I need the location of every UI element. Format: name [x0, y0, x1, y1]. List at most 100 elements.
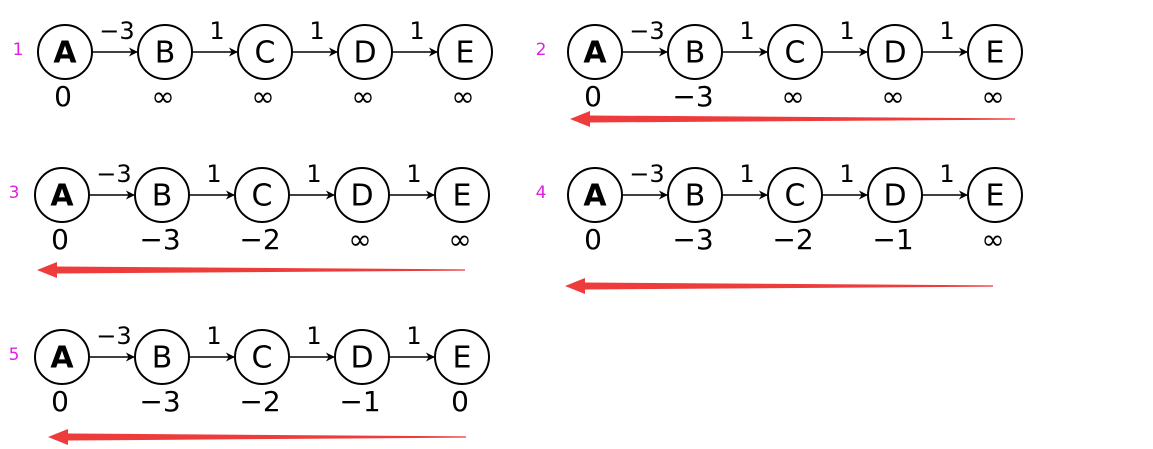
edge-weight: −3 — [96, 160, 131, 188]
step-panel-1: 1 −3 1 1 1 A 0 B ∞ C ∞ D ∞ E ∞ — [13, 17, 493, 113]
node-label-D: D — [353, 36, 376, 71]
node-B — [134, 167, 190, 223]
node-label-B: B — [685, 36, 706, 71]
node-C — [237, 24, 293, 80]
edge-weight: 1 — [939, 160, 954, 188]
edge-weight: −3 — [99, 17, 134, 45]
node-label-C: C — [252, 341, 273, 376]
node-B — [134, 329, 190, 385]
step-number: 5 — [9, 345, 20, 365]
node-label-D: D — [350, 341, 373, 376]
edge-weight: 1 — [739, 17, 754, 45]
node-D — [334, 167, 390, 223]
node-C — [234, 167, 290, 223]
edge-weight: 1 — [739, 160, 754, 188]
node-E — [434, 329, 490, 385]
distance-A: 0 — [584, 80, 602, 113]
relaxation-arrow — [37, 262, 465, 278]
edge-weight: −3 — [96, 322, 131, 350]
edge-weight: 1 — [306, 160, 321, 188]
node-B — [667, 24, 723, 80]
edge-weight: −3 — [629, 17, 664, 45]
distance-E: ∞ — [981, 80, 1004, 113]
node-label-B: B — [155, 36, 176, 71]
edge-weight: 1 — [839, 160, 854, 188]
node-label-A: A — [53, 36, 77, 71]
relaxation-arrow — [565, 278, 993, 294]
node-C — [767, 24, 823, 80]
edge-weight: 1 — [306, 322, 321, 350]
edge-weight: 1 — [209, 17, 224, 45]
step-panel-3: 3 −3 1 1 1 A 0 B −3 C −2 D ∞ E ∞ — [9, 160, 490, 278]
node-label-A: A — [50, 179, 74, 214]
relaxation-arrow — [570, 111, 1015, 127]
edge-weight: 1 — [206, 322, 221, 350]
node-D — [867, 167, 923, 223]
distance-D: −1 — [872, 223, 913, 256]
node-label-C: C — [785, 36, 806, 71]
node-E — [967, 24, 1023, 80]
node-D — [867, 24, 923, 80]
node-E — [437, 24, 493, 80]
distance-B: −3 — [139, 223, 180, 256]
node-D — [334, 329, 390, 385]
node-label-A: A — [583, 179, 607, 214]
node-label-A: A — [50, 341, 74, 376]
distance-E: ∞ — [981, 223, 1004, 256]
distance-C: ∞ — [251, 80, 274, 113]
node-A — [34, 167, 90, 223]
distance-D: ∞ — [348, 223, 371, 256]
edge-weight: −3 — [629, 160, 664, 188]
node-label-E: E — [456, 36, 475, 71]
distance-E: ∞ — [451, 80, 474, 113]
node-label-B: B — [152, 341, 173, 376]
edge-weight: 1 — [839, 17, 854, 45]
node-label-E: E — [453, 341, 472, 376]
step-number: 3 — [9, 183, 20, 203]
node-A — [34, 329, 90, 385]
distance-C: −2 — [239, 223, 280, 256]
node-C — [234, 329, 290, 385]
node-E — [967, 167, 1023, 223]
node-label-B: B — [152, 179, 173, 214]
distance-B: −3 — [139, 385, 180, 418]
edge-weight: 1 — [206, 160, 221, 188]
distance-A: 0 — [584, 223, 602, 256]
node-label-D: D — [350, 179, 373, 214]
node-A — [567, 24, 623, 80]
step-number: 4 — [536, 183, 547, 203]
node-E — [434, 167, 490, 223]
relaxation-arrow — [48, 429, 466, 445]
distance-D: ∞ — [351, 80, 374, 113]
node-label-B: B — [685, 179, 706, 214]
node-label-E: E — [986, 179, 1005, 214]
distance-B: −3 — [672, 80, 713, 113]
distance-C: −2 — [239, 385, 280, 418]
node-B — [667, 167, 723, 223]
distance-B: ∞ — [151, 80, 174, 113]
distance-D: ∞ — [881, 80, 904, 113]
distance-E: ∞ — [448, 223, 471, 256]
node-A — [37, 24, 93, 80]
edge-weight: 1 — [939, 17, 954, 45]
edge-weight: 1 — [406, 160, 421, 188]
step-panel-2: 2 −3 1 1 1 A 0 B −3 C ∞ D ∞ E ∞ — [536, 17, 1023, 127]
edge-weight: 1 — [309, 17, 324, 45]
node-B — [137, 24, 193, 80]
step-number: 1 — [13, 40, 24, 60]
node-label-E: E — [986, 36, 1005, 71]
distance-D: −1 — [339, 385, 380, 418]
distance-E: 0 — [451, 385, 469, 418]
step-panel-5: 5 −3 1 1 1 A 0 B −3 C −2 D −1 E 0 — [9, 322, 490, 445]
node-C — [767, 167, 823, 223]
distance-A: 0 — [54, 80, 72, 113]
node-label-D: D — [883, 179, 906, 214]
distance-A: 0 — [51, 385, 69, 418]
distance-C: −2 — [772, 223, 813, 256]
node-label-A: A — [583, 36, 607, 71]
distance-A: 0 — [51, 223, 69, 256]
node-label-C: C — [255, 36, 276, 71]
node-D — [337, 24, 393, 80]
